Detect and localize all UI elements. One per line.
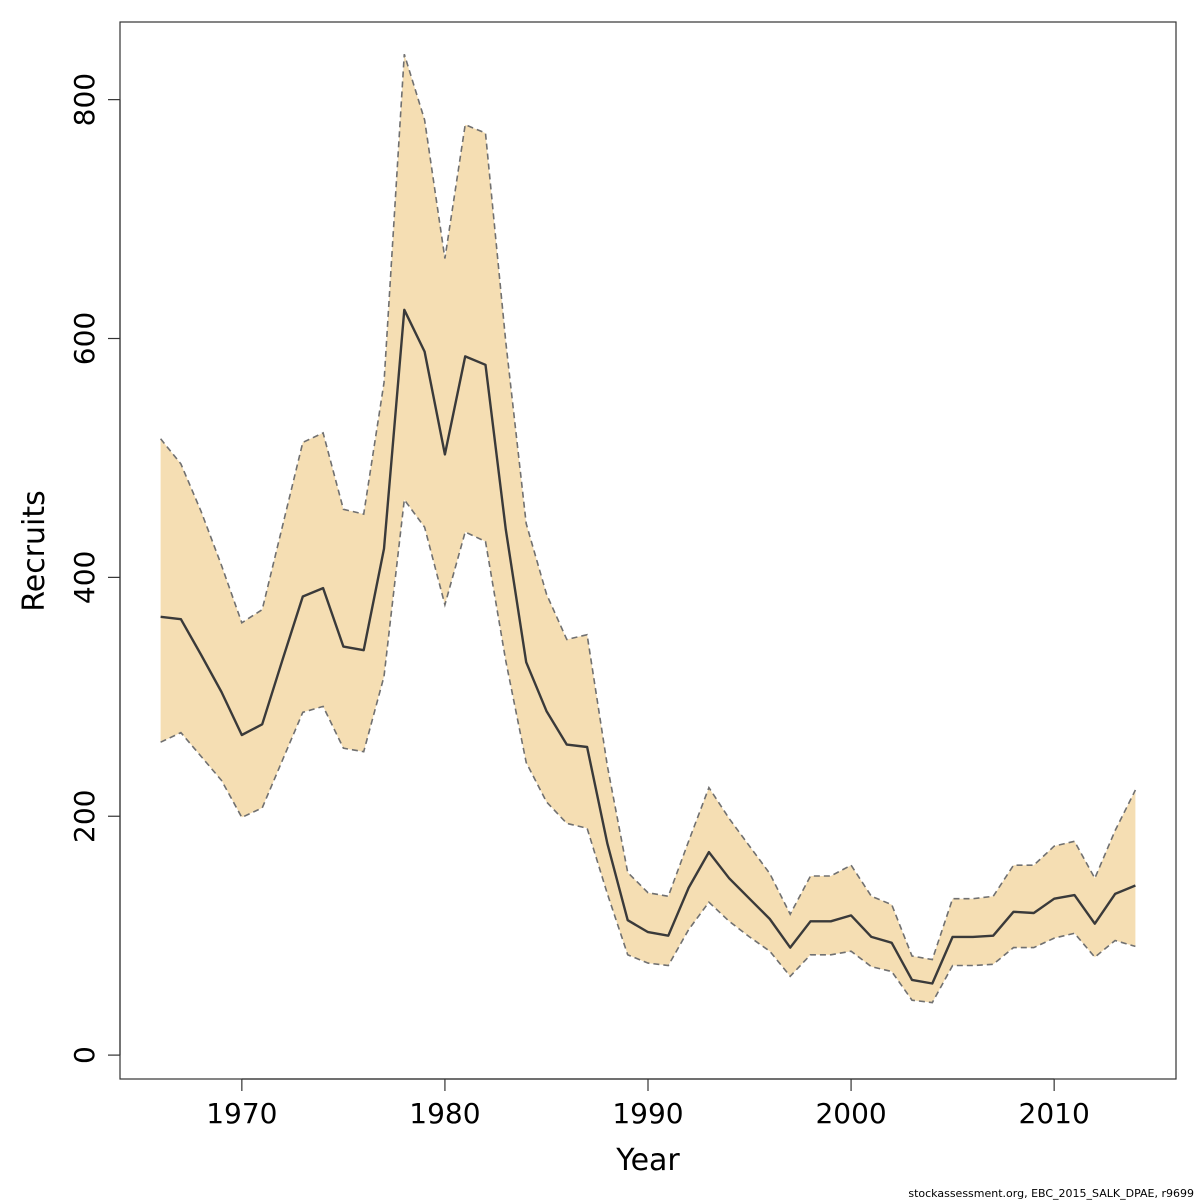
y-tick-label: 400 [68,551,101,604]
x-tick-label: 1970 [206,1097,277,1130]
confidence-band-area [160,54,1136,1003]
x-tick-label: 1990 [612,1097,683,1130]
y-tick-label: 600 [68,312,101,365]
y-tick-label: 200 [68,790,101,843]
footer-note: stockassessment.org, EBC_2015_SALK_DPAE,… [908,1187,1194,1200]
y-tick-label: 0 [68,1046,101,1064]
x-tick-label: 2010 [1019,1097,1090,1130]
y-axis: 0 200 400 600 800 [68,73,121,1064]
x-axis: 1970 1980 1990 2000 2010 [206,1078,1090,1130]
y-tick-label: 800 [68,73,101,126]
lower-bound-line [160,497,1136,1004]
upper-bound-line [159,53,1137,961]
y-axis-title: Recruits [17,490,52,612]
x-axis-title: Year [615,1143,680,1178]
median-series [160,308,1136,985]
confidence-band [159,53,1137,1004]
median-line [160,308,1136,985]
x-tick-label: 1980 [409,1097,480,1130]
x-tick-label: 2000 [815,1097,886,1130]
